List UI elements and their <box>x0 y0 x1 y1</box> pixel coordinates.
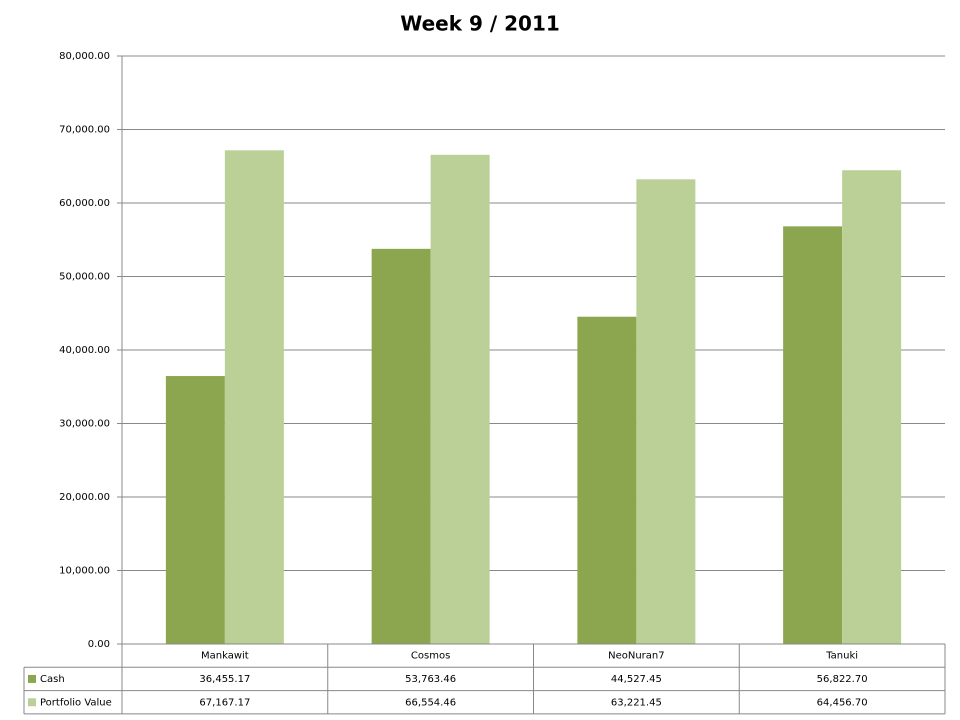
table-value: 64,456.70 <box>817 697 868 708</box>
table-value: 36,455.17 <box>199 674 250 685</box>
table-value: 44,527.45 <box>611 674 662 685</box>
y-tick-label: 10,000.00 <box>59 566 110 577</box>
table-value: 56,822.70 <box>817 674 868 685</box>
y-tick-label: 70,000.00 <box>59 125 110 136</box>
bar <box>783 226 843 644</box>
x-tick-label: Tanuki <box>825 651 858 662</box>
bar <box>636 179 696 645</box>
table-value: 53,763.46 <box>405 674 456 685</box>
chart-title: Week 9 / 2011 <box>400 12 560 36</box>
legend-label: Portfolio Value <box>40 697 112 708</box>
y-tick-label: 60,000.00 <box>59 198 110 209</box>
legend-label: Cash <box>40 674 65 685</box>
bar <box>165 376 225 644</box>
table-value: 67,167.17 <box>199 697 250 708</box>
bar <box>842 170 902 644</box>
y-tick-label: 80,000.00 <box>59 51 110 62</box>
y-tick-label: 50,000.00 <box>59 272 110 283</box>
bar <box>430 154 490 645</box>
bar <box>577 316 637 644</box>
y-tick-label: 30,000.00 <box>59 419 110 430</box>
bar <box>224 150 284 645</box>
y-tick-label: 20,000.00 <box>59 492 110 503</box>
table-value: 63,221.45 <box>611 697 662 708</box>
table-value: 66,554.46 <box>405 697 456 708</box>
x-tick-label: Cosmos <box>411 651 450 662</box>
x-tick-label: NeoNuran7 <box>608 651 665 662</box>
x-tick-label: Mankawit <box>201 651 249 662</box>
legend-swatch <box>28 698 36 707</box>
legend-swatch <box>28 674 36 683</box>
bar <box>371 248 431 644</box>
y-tick-label: 40,000.00 <box>59 345 110 356</box>
y-tick-label: 0.00 <box>88 639 110 650</box>
